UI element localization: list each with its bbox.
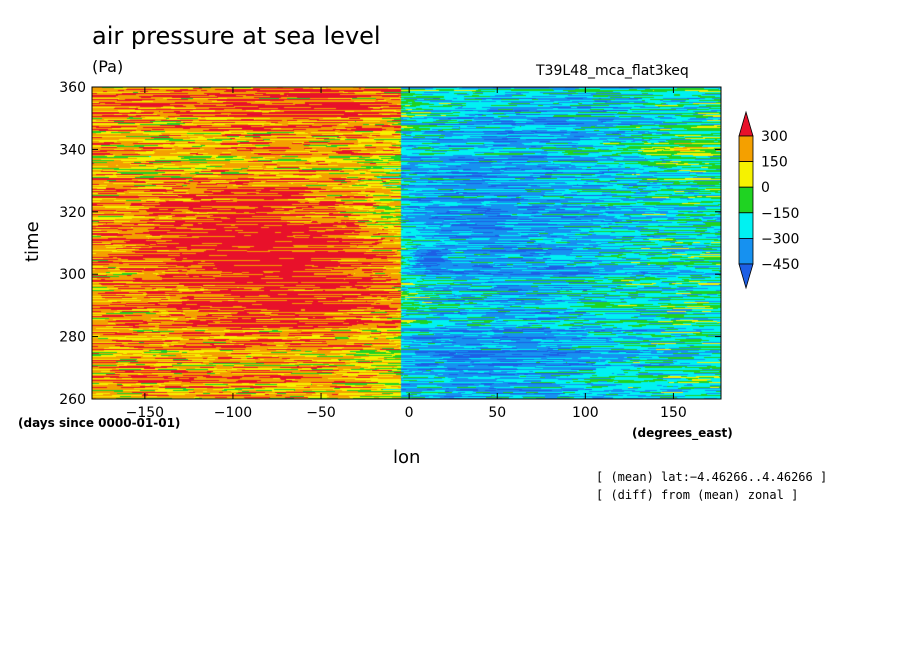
colorbar-bin <box>738 161 754 188</box>
y-tick-label: 340 <box>59 142 86 158</box>
colorbar-bin <box>738 263 754 290</box>
x-axis-label: lon <box>393 447 421 468</box>
colorbar-label: 300 <box>761 129 788 145</box>
x-tick-label: 50 <box>488 405 506 421</box>
pressure-field-image <box>92 87 721 399</box>
colorbar-bin <box>738 237 754 265</box>
chart-title: air pressure at sea level <box>92 22 381 50</box>
chart-units: (Pa) <box>92 57 124 76</box>
x-tick-label: 150 <box>660 405 687 421</box>
zonal-diff-note: [ (diff) from (mean) zonal ] <box>596 488 799 502</box>
y-tick-label: 300 <box>59 267 86 283</box>
plot-frame <box>91 86 722 400</box>
colorbar-label: −150 <box>761 206 799 222</box>
y-tick-label: 260 <box>59 392 86 408</box>
colorbar-label: 150 <box>761 155 788 171</box>
colorbar-bin <box>738 135 754 163</box>
colorbar-label: 0 <box>761 180 770 196</box>
colorbar-bin <box>738 212 754 239</box>
colorbar-bin <box>738 110 754 137</box>
colorbar: 300 150 0 −150 −300 −450 <box>738 110 799 290</box>
x-axis-units: (degrees_east) <box>632 426 733 440</box>
x-tick-label: −150 <box>126 405 164 421</box>
pressure-field <box>92 87 721 399</box>
x-tick-label: −100 <box>214 405 252 421</box>
colorbar-bin <box>738 186 754 214</box>
x-tick-label: 0 <box>405 405 414 421</box>
y-axis-units: (days since 0000-01-01) <box>18 416 181 430</box>
x-tick-label: 100 <box>572 405 599 421</box>
y-tick-label: 320 <box>59 205 86 221</box>
y-tick-label: 280 <box>59 330 86 346</box>
axis-ticks: −150 −100 −50 0 50 100 150 260 280 300 320 340 360 <box>59 80 721 421</box>
x-tick-label: −50 <box>306 405 336 421</box>
run-label: T39L48_mca_flat3keq <box>536 63 689 79</box>
y-tick-label: 360 <box>59 80 86 96</box>
colorbar-label: −450 <box>761 257 799 273</box>
mean-lat-note: [ (mean) lat:−4.46266..4.46266 ] <box>596 470 828 484</box>
colorbar-label: −300 <box>761 231 799 247</box>
